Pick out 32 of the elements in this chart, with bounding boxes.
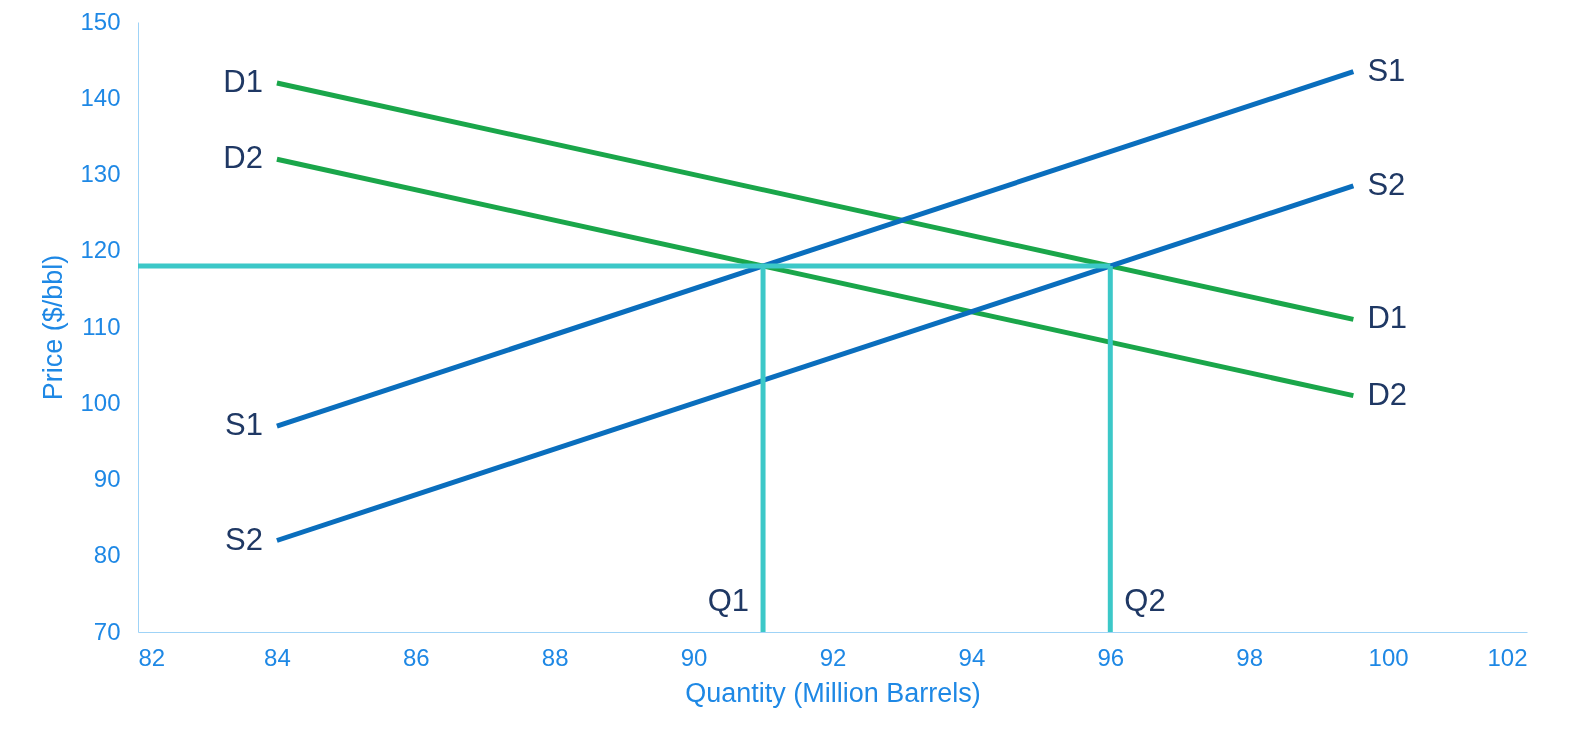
x-tick-label: 102: [1487, 643, 1528, 671]
annotation: S2: [224, 521, 263, 557]
y-tick-label: 130: [80, 160, 121, 187]
x-tick-label: 84: [264, 643, 291, 671]
x-tick-label: 98: [1236, 643, 1264, 671]
y-axis-title: Price ($/bbl): [38, 254, 69, 401]
x-tick-label: 90: [680, 643, 708, 671]
y-tick-label: 150: [80, 7, 121, 35]
annotation: S2: [1367, 166, 1406, 202]
annotation: D1: [1367, 300, 1408, 336]
y-tick-label: 120: [80, 236, 121, 264]
annotation: D2: [1367, 376, 1408, 412]
y-tick-label: 80: [93, 541, 121, 569]
x-tick-label: 86: [402, 643, 430, 671]
y-tick-label: 110: [82, 312, 121, 340]
annotation: Q1: [707, 582, 750, 618]
x-tick-label: 94: [958, 643, 986, 671]
annotation: S1: [1367, 52, 1406, 88]
y-tick-label: 70: [93, 617, 121, 645]
x-tick-label: 92: [819, 643, 847, 671]
annotation: D1: [223, 64, 263, 99]
annotation: D2: [223, 140, 263, 176]
x-tick-label: 88: [541, 643, 569, 671]
y-tick-label: 140: [80, 83, 121, 111]
x-axis-title: Quantity (Million Barrels): [685, 677, 981, 708]
y-tick-label: 90: [93, 465, 121, 492]
annotation: S1: [224, 407, 263, 443]
y-tick-label: 100: [80, 388, 121, 416]
annotation: Q2: [1124, 582, 1166, 618]
x-tick-label: 96: [1097, 643, 1125, 671]
x-tick-label: 82: [138, 643, 166, 671]
x-tick-label: 100: [1368, 643, 1409, 671]
